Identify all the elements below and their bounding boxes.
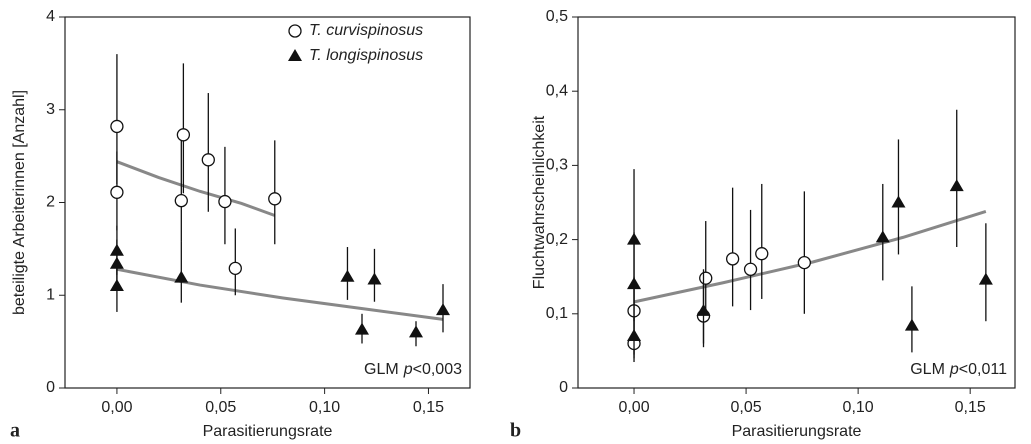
legend-label: T. curvispinosus — [309, 22, 423, 39]
point — [174, 270, 189, 283]
y-tick-label: 2 — [46, 194, 55, 211]
annotation: GLM p<0,011 — [910, 361, 1007, 378]
point — [797, 255, 811, 270]
plot-frame — [577, 16, 1016, 389]
legend-marker — [288, 49, 302, 61]
point — [743, 262, 758, 276]
point — [696, 303, 711, 316]
point — [755, 247, 769, 261]
legend-marker — [288, 24, 302, 38]
point — [367, 272, 382, 285]
x-tick-label: 0,05 — [205, 399, 236, 416]
x-tick-label: 0,15 — [955, 399, 986, 416]
y-tick-label: 4 — [46, 8, 55, 25]
y-tick-label: 3 — [46, 101, 55, 118]
annotation-part: GLM — [364, 361, 399, 378]
point — [978, 272, 993, 285]
y-axis-label: Fluchtwahrscheinlichkeit — [531, 115, 548, 289]
point — [891, 195, 906, 208]
panel-letter: a — [10, 420, 20, 442]
point — [176, 128, 191, 142]
point — [109, 278, 124, 291]
x-tick-label: 0,00 — [101, 399, 132, 416]
point — [627, 277, 642, 290]
annotation-part: <0,003 — [413, 361, 462, 378]
x-tick-label: 0,05 — [731, 399, 762, 416]
x-tick-label: 0,00 — [618, 399, 649, 416]
y-tick-label: 0,2 — [546, 231, 568, 248]
x-tick-label: 0,15 — [413, 399, 444, 416]
point — [875, 230, 890, 243]
y-tick-label: 0,1 — [546, 305, 568, 322]
point — [436, 303, 450, 316]
annotation: GLM p<0,003 — [364, 361, 462, 378]
point — [409, 325, 423, 338]
point — [201, 153, 215, 167]
point — [725, 252, 740, 266]
x-tick-label: 0,10 — [843, 399, 874, 416]
x-axis-label: Parasitierungsrate — [732, 423, 862, 440]
point — [110, 119, 124, 134]
annotation-part: <0,011 — [959, 361, 1007, 378]
legend-label: T. longispinosus — [309, 47, 423, 64]
point — [174, 193, 188, 208]
point — [627, 329, 642, 342]
annotation-part: p — [949, 361, 959, 378]
y-tick-label: 0 — [46, 379, 55, 396]
point — [288, 24, 302, 38]
plot-frame — [64, 16, 471, 389]
point — [904, 318, 919, 331]
annotation-part: p — [403, 361, 413, 378]
point — [218, 194, 232, 209]
annotation-part: GLM — [910, 361, 945, 378]
point — [627, 232, 642, 245]
point — [355, 322, 369, 335]
point — [288, 49, 302, 61]
point — [109, 256, 124, 269]
y-tick-label: 0,3 — [546, 157, 568, 174]
y-tick-label: 0,4 — [546, 82, 568, 99]
fit-line — [633, 209, 987, 304]
y-tick-label: 0 — [559, 379, 568, 396]
point — [109, 243, 124, 256]
fit-line — [116, 160, 276, 217]
point — [110, 185, 124, 199]
point — [228, 261, 242, 276]
point — [699, 271, 713, 285]
panel-letter: b — [510, 420, 521, 442]
x-axis-label: Parasitierungsrate — [203, 423, 333, 440]
point — [340, 269, 355, 282]
y-tick-label: 1 — [46, 286, 55, 303]
y-tick-label: 0,5 — [546, 8, 568, 25]
fit-line — [116, 267, 444, 321]
point — [949, 179, 964, 192]
point — [268, 192, 282, 206]
x-tick-label: 0,10 — [309, 399, 340, 416]
y-axis-label: beteiligte Arbeiterinnen [Anzahl] — [11, 90, 28, 315]
